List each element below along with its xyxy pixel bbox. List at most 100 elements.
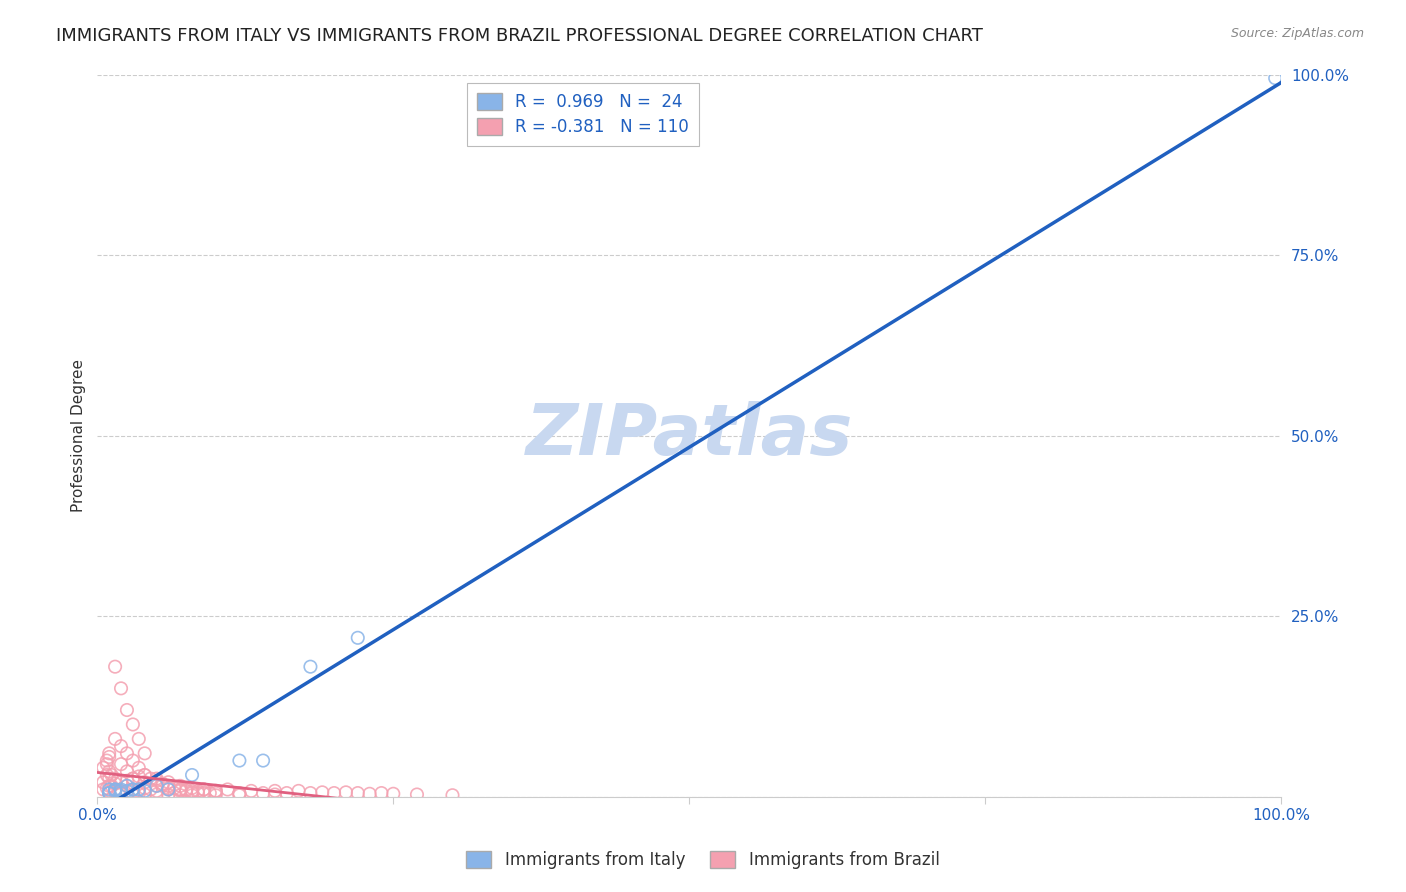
Point [91, 782, 114, 797]
Point [323, 786, 346, 800]
Point [181, 768, 204, 782]
Point [98, 786, 121, 800]
Y-axis label: Professional Degree: Professional Degree [72, 359, 86, 512]
Point [181, 786, 204, 800]
Point [228, 754, 250, 768]
Point [193, 782, 215, 797]
Point [121, 782, 143, 797]
Legend: Immigrants from Italy, Immigrants from Brazil: Immigrants from Italy, Immigrants from B… [457, 841, 949, 880]
Point [145, 779, 167, 793]
Point [115, 787, 138, 801]
Point [121, 782, 143, 797]
Point [187, 784, 209, 798]
Point [110, 775, 132, 789]
Point [104, 784, 127, 798]
Point [96, 754, 118, 768]
Point [169, 782, 191, 797]
Point [157, 782, 180, 797]
Point [121, 788, 143, 802]
Point [104, 659, 127, 673]
Point [121, 754, 143, 768]
Point [299, 786, 322, 800]
Point [152, 779, 174, 793]
Point [157, 789, 180, 803]
Point [311, 785, 333, 799]
Point [110, 775, 132, 789]
Point [121, 772, 143, 786]
Point [163, 780, 186, 795]
Point [115, 703, 138, 717]
Point [134, 780, 156, 795]
Point [104, 782, 127, 797]
Point [96, 757, 118, 772]
Point [107, 784, 129, 798]
Point [406, 788, 429, 802]
Point [110, 784, 132, 798]
Point [115, 779, 138, 793]
Point [264, 788, 287, 802]
Point [287, 784, 309, 798]
Point [128, 787, 150, 801]
Point [115, 747, 138, 761]
Point [145, 772, 167, 786]
Point [121, 782, 143, 797]
Point [98, 786, 121, 800]
Point [181, 789, 204, 803]
Point [134, 775, 156, 789]
Point [98, 747, 121, 761]
Point [382, 787, 405, 801]
Point [193, 782, 215, 797]
Point [98, 784, 121, 798]
Point [346, 786, 368, 800]
Point [96, 780, 118, 795]
Point [181, 780, 204, 795]
Point [139, 772, 162, 786]
Point [121, 772, 143, 786]
Point [128, 769, 150, 783]
Point [104, 777, 127, 791]
Point [91, 775, 114, 789]
Point [335, 785, 357, 799]
Point [98, 782, 121, 797]
Point [110, 786, 132, 800]
Text: Source: ZipAtlas.com: Source: ZipAtlas.com [1230, 27, 1364, 40]
Point [359, 787, 381, 801]
Point [121, 717, 143, 731]
Point [169, 779, 191, 793]
Point [228, 786, 250, 800]
Point [115, 779, 138, 793]
Point [217, 782, 239, 797]
Point [100, 768, 122, 782]
Text: ZIPatlas: ZIPatlas [526, 401, 853, 470]
Point [128, 782, 150, 797]
Point [98, 772, 121, 786]
Point [157, 779, 180, 793]
Point [110, 782, 132, 797]
Point [441, 789, 464, 803]
Point [134, 747, 156, 761]
Point [157, 775, 180, 789]
Point [145, 788, 167, 802]
Point [252, 786, 274, 800]
Point [134, 768, 156, 782]
Point [128, 761, 150, 775]
Point [198, 786, 221, 800]
Point [1264, 71, 1286, 86]
Point [98, 750, 121, 764]
Point [110, 757, 132, 772]
Point [110, 681, 132, 696]
Point [96, 768, 118, 782]
Point [145, 779, 167, 793]
Point [204, 786, 226, 800]
Point [193, 787, 215, 801]
Point [181, 784, 204, 798]
Point [174, 782, 197, 797]
Point [98, 786, 121, 800]
Point [163, 786, 186, 800]
Text: IMMIGRANTS FROM ITALY VS IMMIGRANTS FROM BRAZIL PROFESSIONAL DEGREE CORRELATION : IMMIGRANTS FROM ITALY VS IMMIGRANTS FROM… [56, 27, 983, 45]
Point [299, 659, 322, 673]
Point [276, 786, 298, 800]
Point [134, 784, 156, 798]
Point [115, 764, 138, 779]
Point [204, 784, 226, 798]
